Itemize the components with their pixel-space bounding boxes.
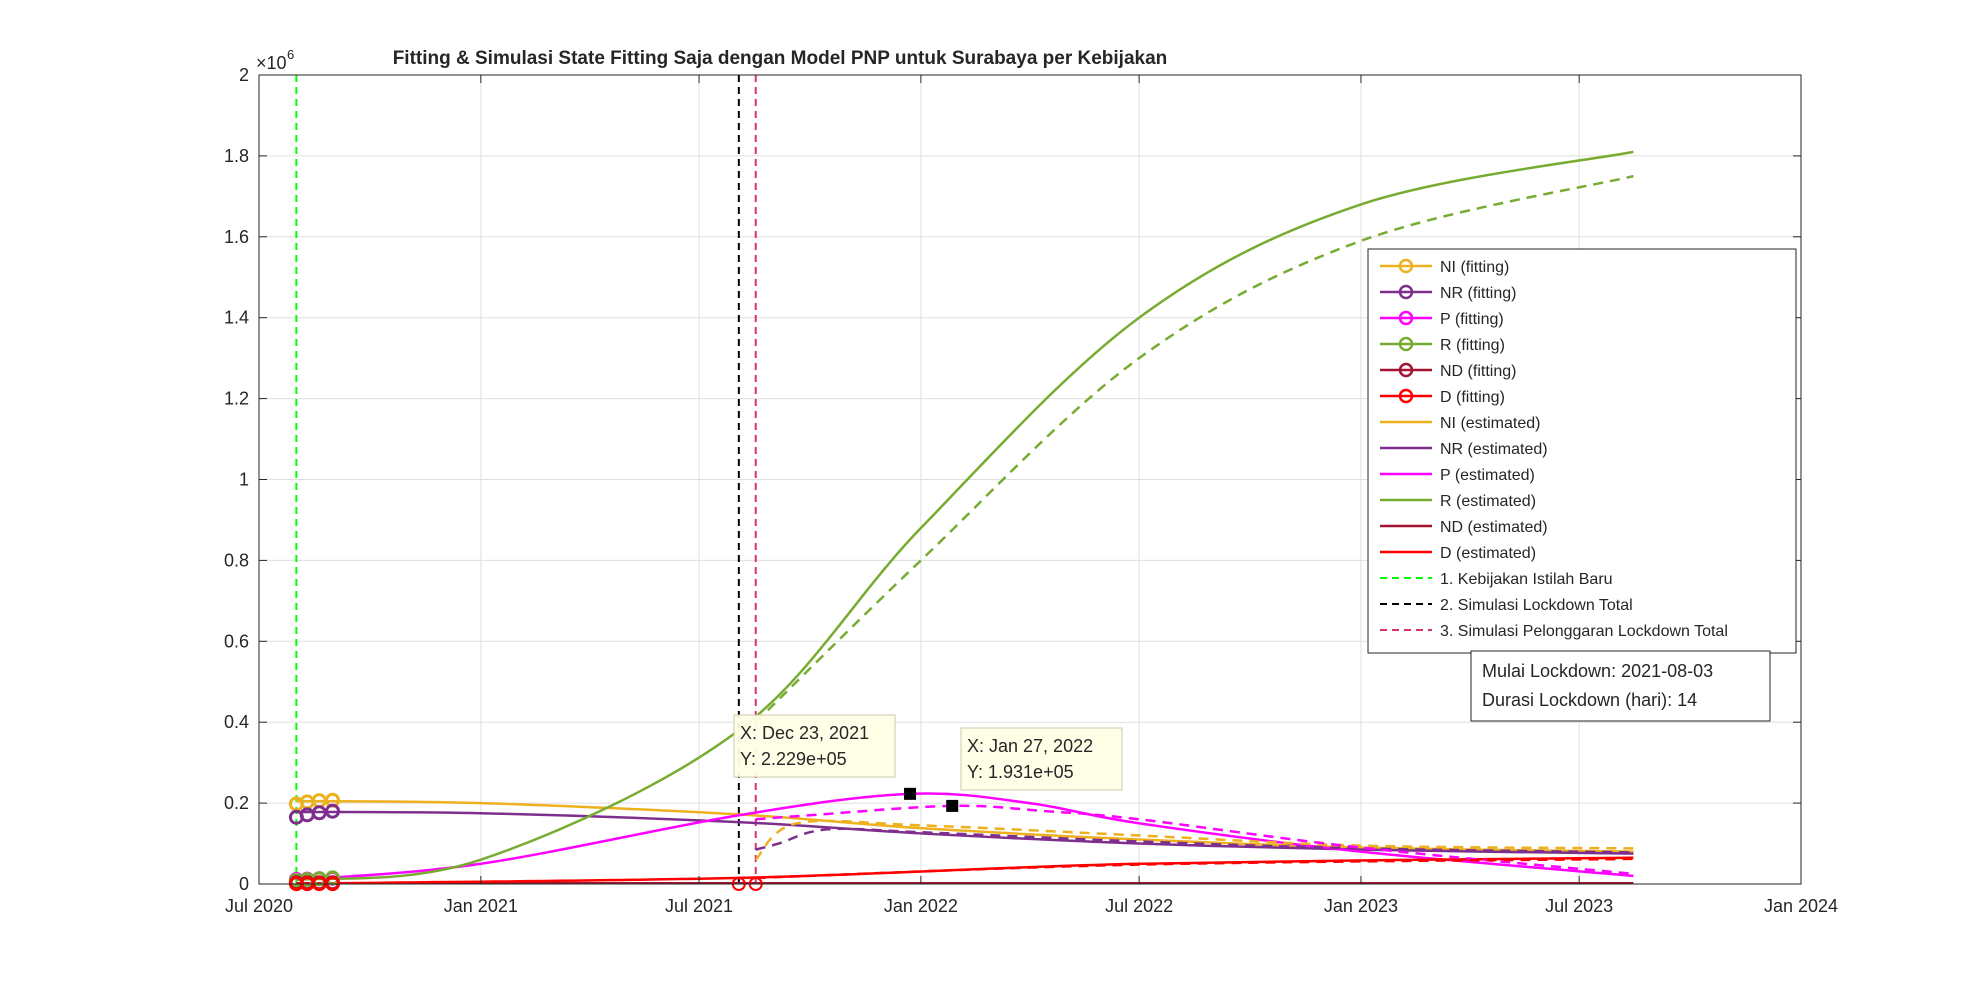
x-tick-label: Jul 2022	[1105, 896, 1173, 916]
datatip-y-text: Y: 1.931e+05	[967, 762, 1074, 782]
x-tick-label: Jan 2024	[1764, 896, 1838, 916]
legend-entry-d-estimated[interactable]: D (estimated)	[1380, 545, 1536, 562]
datatip-y-text: Y: 2.229e+05	[740, 749, 847, 769]
legend-label: 1. Kebijakan Istilah Baru	[1440, 571, 1613, 588]
x-tick-labels: Jul 2020 Jan 2021 Jul 2021 Jan 2022 Jul 2022…	[225, 896, 1838, 916]
legend-label: 3. Simulasi Pelonggaran Lockdown Total	[1440, 623, 1728, 640]
series-line-p-estimated	[296, 792, 1634, 882]
datatip-x-text: X: Dec 23, 2021	[740, 723, 869, 743]
y-tick-label: 1.2	[224, 389, 249, 409]
y-tick-label: 0	[239, 874, 249, 894]
fitting-point-nr-fitting	[325, 803, 341, 819]
legend-marker	[1398, 362, 1414, 378]
legend-entry-nd-estimated[interactable]: ND (estimated)	[1380, 519, 1548, 536]
legend-label: P (estimated)	[1440, 467, 1535, 484]
legend-label: ND (estimated)	[1440, 519, 1548, 536]
y-tick-label: 0.2	[224, 793, 249, 813]
chart-title: Fitting & Simulasi State Fitting Saja de…	[393, 48, 1168, 69]
x-tick-label: Jan 2022	[884, 896, 958, 916]
lockdown-annotation: Mulai Lockdown: 2021-08-03 Durasi Lockdo…	[1470, 650, 1771, 722]
y-tick-labels: 0 0.2 0.4 0.6 0.8 1 1.2 1.4 1.6 1.8 2	[224, 65, 249, 894]
legend-entry-nr-fitting[interactable]: NR (fitting)	[1380, 284, 1516, 302]
y-tick-label: 1.6	[224, 227, 249, 247]
simulation-line-0	[754, 819, 1634, 861]
legend-label: NR (estimated)	[1440, 441, 1548, 458]
legend-entry-ni-fitting[interactable]: NI (fitting)	[1380, 258, 1509, 276]
legend-entry-ni-estimated[interactable]: NI (estimated)	[1380, 415, 1540, 432]
simulation-line-4	[755, 857, 1634, 880]
annotation-line-start: Mulai Lockdown: 2021-08-03	[1482, 661, 1713, 681]
legend-label: D (fitting)	[1440, 389, 1505, 406]
legend-label: R (fitting)	[1440, 337, 1505, 354]
legend-entry-p-fitting[interactable]: P (fitting)	[1380, 310, 1504, 328]
legend-marker	[1398, 310, 1414, 326]
simulation-line-3	[754, 174, 1634, 724]
legend-label: NI (fitting)	[1440, 259, 1509, 276]
y-tick-label: 2	[239, 65, 249, 85]
y-tick-label: 0.6	[224, 631, 249, 651]
tick-marks	[258, 74, 1802, 885]
legend[interactable]: NI (fitting) NR (fitting) P (fitting) R (fi…	[1367, 248, 1797, 654]
legend-entry-3-simulasi-pelonggaran-lockdown-total[interactable]: 3. Simulasi Pelonggaran Lockdown Total	[1380, 623, 1728, 640]
legend-entry-nd-fitting[interactable]: ND (fitting)	[1380, 362, 1516, 380]
legend-label: ND (fitting)	[1440, 363, 1516, 380]
legend-label: P (fitting)	[1440, 311, 1504, 328]
legend-entry-1-kebijakan-istilah-baru[interactable]: 1. Kebijakan Istilah Baru	[1380, 571, 1613, 588]
simulation-line-2	[755, 804, 1634, 876]
legend-box	[1367, 248, 1797, 654]
legend-label: R (estimated)	[1440, 493, 1536, 510]
legend-entry-r-estimated[interactable]: R (estimated)	[1380, 493, 1536, 510]
datatip-box	[733, 714, 896, 778]
x-tick-label: Jul 2021	[665, 896, 733, 916]
datatip-x-text: X: Jan 27, 2022	[967, 736, 1093, 756]
legend-label: 2. Simulasi Lockdown Total	[1440, 597, 1633, 614]
series-lines	[296, 150, 1634, 885]
y-tick-label: 0.8	[224, 550, 249, 570]
y-tick-label: 1.8	[224, 146, 249, 166]
y-exponent-base: ×10	[256, 53, 287, 73]
y-axis-exponent: ×10 6	[256, 47, 294, 73]
datatip[interactable]: X: Dec 23, 2021 Y: 2.229e+05	[733, 714, 917, 800]
datatip-box	[960, 727, 1123, 791]
annotation-line-duration: Durasi Lockdown (hari): 14	[1482, 690, 1697, 710]
series-line-r-estimated	[296, 150, 1634, 882]
legend-label: NI (estimated)	[1440, 415, 1540, 432]
legend-marker	[1398, 284, 1414, 300]
x-tick-label: Jul 2023	[1545, 896, 1613, 916]
legend-marker	[1398, 336, 1414, 352]
y-tick-label: 1	[239, 470, 249, 490]
datatip-marker[interactable]	[904, 787, 917, 800]
datatip-marker[interactable]	[946, 799, 959, 812]
x-tick-label: Jan 2023	[1324, 896, 1398, 916]
simulation-line-1	[755, 827, 1634, 854]
y-tick-label: 0.4	[224, 712, 249, 732]
x-tick-label: Jan 2021	[444, 896, 518, 916]
y-exponent-power: 6	[287, 47, 294, 62]
legend-label: NR (fitting)	[1440, 285, 1516, 302]
x-tick-label: Jul 2020	[225, 896, 293, 916]
legend-entry-r-fitting[interactable]: R (fitting)	[1380, 336, 1505, 354]
datatip[interactable]: X: Jan 27, 2022 Y: 1.931e+05	[946, 727, 1123, 812]
datatips[interactable]: X: Dec 23, 2021 Y: 2.229e+05 X: Jan 27, 20…	[733, 714, 1123, 812]
legend-entry-p-estimated[interactable]: P (estimated)	[1380, 467, 1535, 484]
legend-entry-nr-estimated[interactable]: NR (estimated)	[1380, 441, 1548, 458]
legend-marker	[1398, 258, 1414, 274]
legend-entry-2-simulasi-lockdown-total[interactable]: 2. Simulasi Lockdown Total	[1380, 597, 1633, 614]
y-tick-label: 1.4	[224, 308, 249, 328]
legend-entry-d-fitting[interactable]: D (fitting)	[1380, 388, 1505, 406]
fitting-markers	[288, 792, 763, 892]
annotation-box	[1470, 650, 1771, 722]
legend-marker	[1398, 388, 1414, 404]
legend-label: D (estimated)	[1440, 545, 1536, 562]
